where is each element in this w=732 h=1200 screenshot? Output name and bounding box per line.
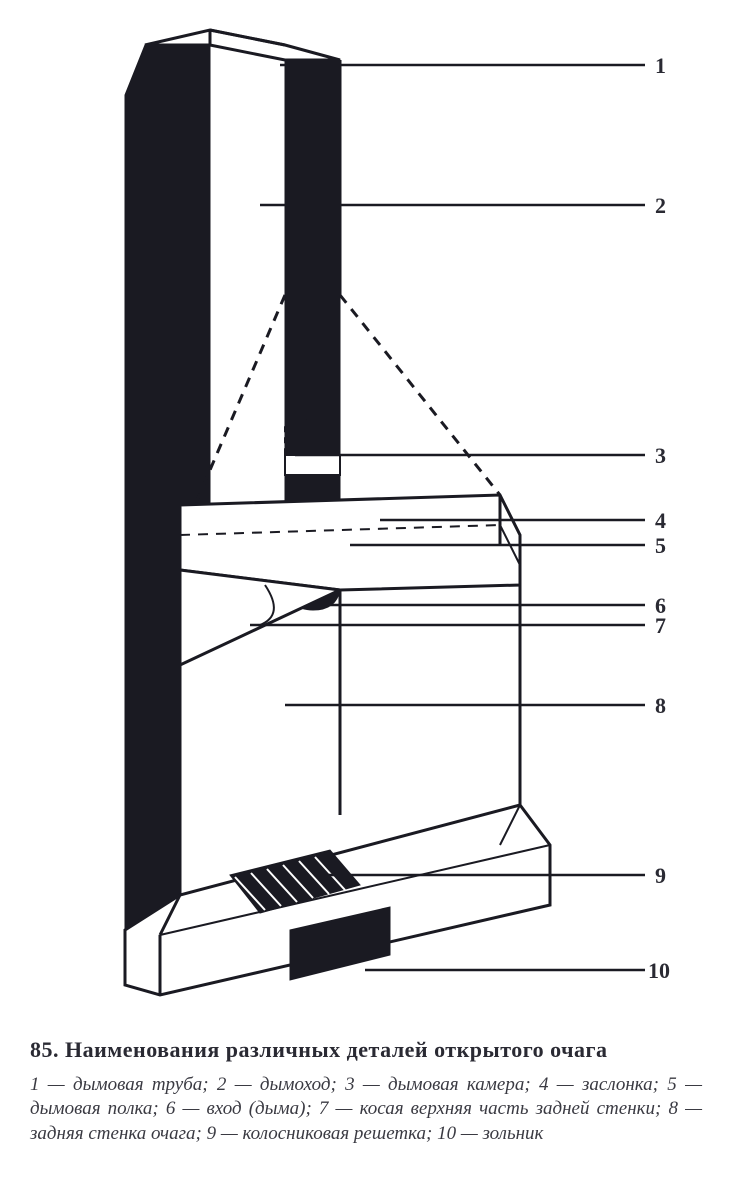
caption: 85. Наименования различных деталей откры… xyxy=(30,1035,702,1147)
caption-title: 85. Наименования различных деталей откры… xyxy=(30,1035,702,1065)
label-5: 5 xyxy=(655,533,666,558)
figure-title: Наименования различных деталей открытого… xyxy=(65,1037,608,1062)
section-back-wall xyxy=(125,45,210,930)
label-9: 9 xyxy=(655,863,666,888)
caption-legend: 1 — дымовая труба; 2 — дымоход; 3 — дымо… xyxy=(30,1073,702,1147)
label-8: 8 xyxy=(655,693,666,718)
damper xyxy=(285,455,340,475)
smoke-chamber-front-edge xyxy=(340,295,500,495)
page: 12345678910 85. Наименования различных д… xyxy=(0,0,732,1200)
label-3: 3 xyxy=(655,443,666,468)
figure: 12345678910 xyxy=(30,25,710,1025)
label-7: 7 xyxy=(655,613,666,638)
diagram-svg: 12345678910 xyxy=(30,25,710,1025)
label-1: 1 xyxy=(655,53,666,78)
label-10: 10 xyxy=(648,958,670,983)
label-4: 4 xyxy=(655,508,666,533)
label-2: 2 xyxy=(655,193,666,218)
figure-number: 85. xyxy=(30,1037,59,1062)
